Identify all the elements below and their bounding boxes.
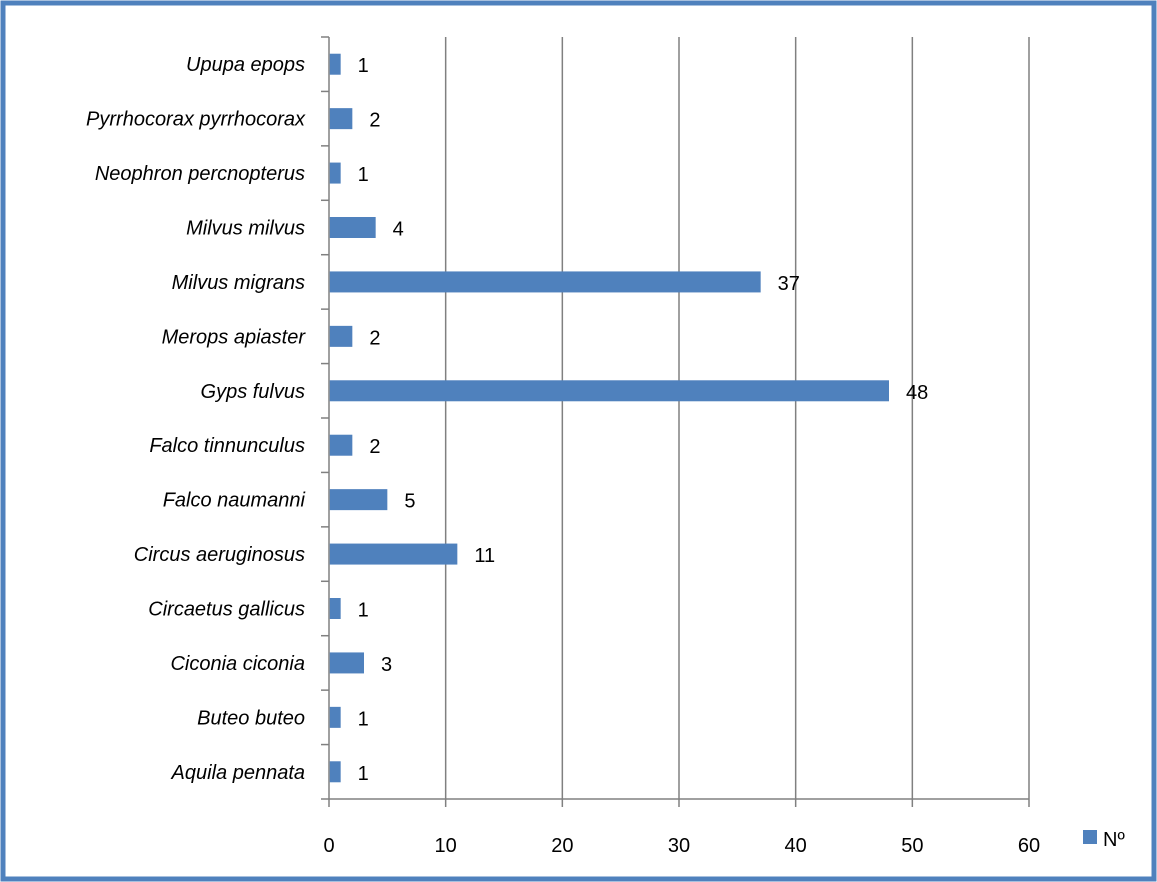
- category-label: Falco tinnunculus: [149, 435, 305, 457]
- category-label: Ciconia ciconia: [170, 653, 305, 675]
- category-label: Buteo buteo: [197, 707, 305, 729]
- bar-aquila-pennata: [329, 761, 341, 783]
- category-label: Milvus milvus: [186, 218, 305, 240]
- data-label: 2: [369, 110, 380, 132]
- bar-milvus-migrans: [329, 271, 761, 293]
- x-tick-label-20: 20: [551, 835, 573, 857]
- x-tick-label-10: 10: [435, 835, 457, 857]
- bar-falco-tinnunculus: [329, 434, 353, 456]
- data-label: 1: [358, 164, 369, 186]
- data-label: 37: [778, 273, 800, 295]
- x-tick-label-0: 0: [323, 835, 334, 857]
- x-tick-label-40: 40: [785, 835, 807, 857]
- bar-falco-naumanni: [329, 489, 388, 511]
- data-label: 3: [381, 654, 392, 676]
- x-tick-label-60: 60: [1018, 835, 1040, 857]
- data-label: 1: [358, 763, 369, 785]
- bar-circus-aeruginosus: [329, 543, 458, 565]
- bar-gyps-fulvus: [329, 380, 889, 402]
- category-label: Circus aeruginosus: [134, 544, 305, 566]
- axes: [321, 36, 1030, 807]
- bar-merops-apiaster: [329, 325, 353, 347]
- data-label: 1: [358, 708, 369, 730]
- data-label: 11: [474, 545, 495, 567]
- bar-buteo-buteo: [329, 706, 341, 728]
- category-label: Gyps fulvus: [201, 381, 305, 403]
- data-label: 2: [369, 327, 380, 349]
- bar-circaetus-gallicus: [329, 598, 341, 619]
- data-label: 48: [906, 382, 928, 404]
- category-label: Milvus migrans: [172, 272, 305, 294]
- category-label: Merops apiaster: [162, 326, 307, 348]
- category-label: Circaetus gallicus: [148, 599, 305, 621]
- data-label: 4: [393, 219, 404, 241]
- legend: Nº: [1083, 829, 1125, 851]
- labels: 0 10 20 30 40 50 60 Upupa epops 1 Pyrrhocorax pyr…: [86, 54, 1040, 857]
- data-label: 2: [369, 436, 380, 458]
- bars: [329, 53, 889, 783]
- bar-ciconia-ciconia: [329, 652, 364, 674]
- bar-neophron-percnopterus: [329, 162, 341, 184]
- x-tick-label-50: 50: [901, 835, 923, 857]
- legend-swatch: [1083, 830, 1097, 844]
- x-tick-label-30: 30: [668, 835, 690, 857]
- category-label: Aquila pennata: [171, 762, 305, 784]
- legend-label: Nº: [1103, 829, 1125, 851]
- data-label: 1: [358, 55, 369, 77]
- category-label: Pyrrhocorax pyrrhocorax: [86, 109, 306, 131]
- data-label: 5: [404, 491, 415, 513]
- category-label: Falco naumanni: [163, 490, 306, 512]
- bar-upupa-epops: [329, 53, 341, 75]
- bar-milvus-milvus: [329, 217, 376, 238]
- data-label: 1: [358, 600, 369, 622]
- bar-pyrrhocorax-pyrrhocorax: [329, 108, 353, 130]
- category-label: Neophron percnopterus: [95, 163, 305, 185]
- category-label: Upupa epops: [186, 54, 305, 76]
- gridlines: [444, 37, 1030, 799]
